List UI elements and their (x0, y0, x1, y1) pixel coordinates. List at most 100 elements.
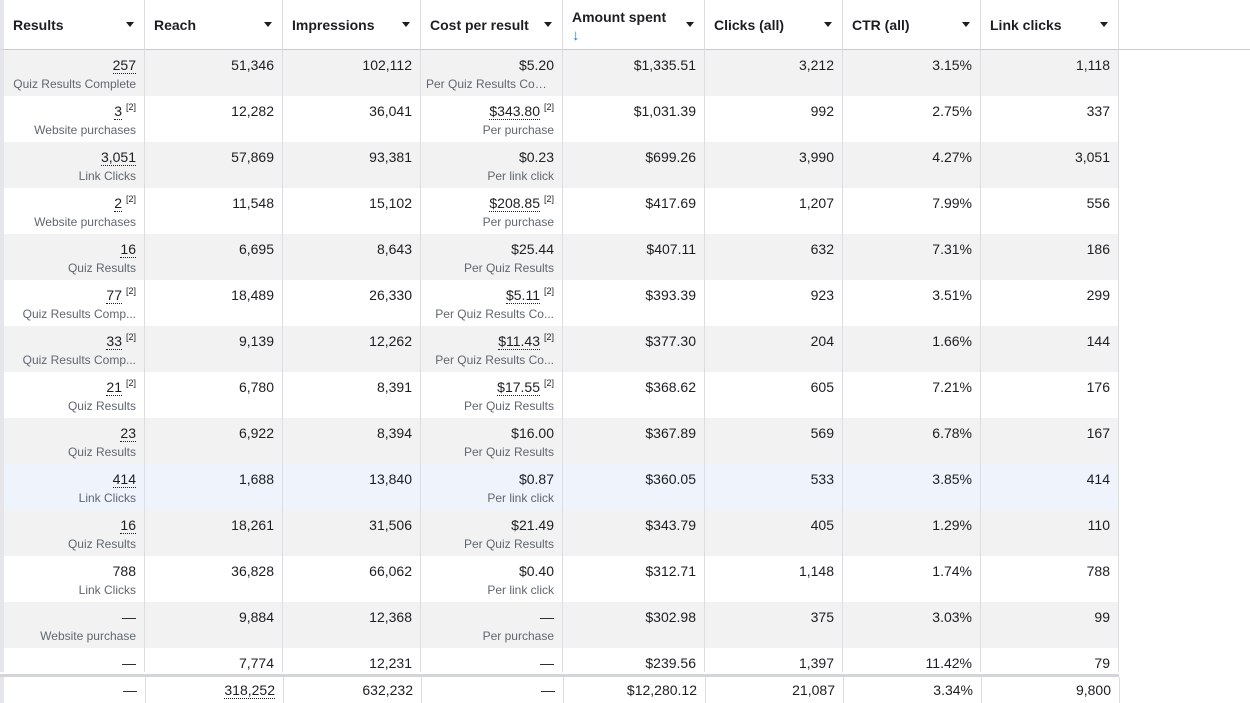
total-ctr-all: 3.34% (933, 682, 973, 698)
chevron-down-icon[interactable] (686, 22, 694, 27)
table-row[interactable]: — 7,774 12,231 — $239.56 1,397 11.42% 79 (0, 648, 1119, 672)
cost-per-result-cell: $343.80 [2] Per purchase (421, 96, 563, 142)
table-row[interactable]: 257 Quiz Results Complete 51,346 102,112 $5.… (0, 50, 1119, 96)
cost-per-result-value[interactable]: $343.80 (489, 103, 540, 120)
results-value[interactable]: 3 (114, 103, 122, 120)
chevron-down-icon[interactable] (264, 22, 272, 27)
results-value[interactable]: 414 (112, 471, 136, 488)
total-reach[interactable]: 318,252 (224, 682, 275, 699)
amount-spent-cell: $407.11 (563, 234, 705, 280)
results-value: 788 (112, 563, 136, 579)
footnote-ref[interactable]: [2] (125, 332, 136, 342)
table-row[interactable]: 77 [2] Quiz Results Comp... 18,489 26,330 $5.… (0, 280, 1119, 326)
cost-per-result-subtext: Per purchase (482, 629, 554, 643)
reach-cell: 36,828 (145, 556, 283, 602)
chevron-down-icon[interactable] (962, 22, 970, 27)
ctr-all-cell: 7.21% (843, 372, 981, 418)
ctr-all-cell: 1.66% (843, 326, 981, 372)
amount-spent-cell: $368.62 (563, 372, 705, 418)
table-row[interactable]: — Website purchase 9,884 12,368 — Per purchas… (0, 602, 1119, 648)
reach-value: 6,695 (238, 241, 274, 257)
footnote-ref[interactable]: [2] (125, 194, 136, 204)
cost-per-result-value[interactable]: $17.55 (497, 379, 540, 396)
cost-per-result-subtext: Per Quiz Results (463, 445, 554, 459)
cost-per-result-value: — (540, 609, 554, 625)
link-clicks-value: 176 (1086, 379, 1110, 395)
results-value[interactable]: 16 (120, 241, 136, 258)
table-row[interactable]: 16 Quiz Results 18,261 31,506 $21.49 Per Quiz… (0, 510, 1119, 556)
results-subtext: Quiz Results (67, 445, 136, 459)
impressions-value: 36,041 (369, 103, 412, 119)
link-clicks-value: 110 (1087, 517, 1110, 533)
cost-per-result-value: $16.00 (511, 425, 554, 441)
table-row[interactable]: 23 Quiz Results 6,922 8,394 $16.00 Per Quiz R… (0, 418, 1119, 464)
chevron-down-icon[interactable] (1100, 22, 1108, 27)
results-value[interactable]: 257 (112, 57, 136, 74)
cost-per-result-cell: $21.49 Per Quiz Results (421, 510, 563, 556)
results-cell: 21 [2] Quiz Results (0, 372, 145, 418)
results-value[interactable]: 33 (106, 333, 122, 350)
column-header-ctr-all[interactable]: CTR (all) (843, 0, 981, 50)
clicks-all-value: 605 (810, 379, 834, 395)
amount-spent-cell: $239.56 (563, 648, 705, 672)
chevron-down-icon[interactable] (126, 22, 134, 27)
cost-per-result-subtext: Per Quiz Results Co... (435, 307, 554, 321)
amount-spent-cell: $312.71 (563, 556, 705, 602)
table-row[interactable]: 16 Quiz Results 6,695 8,643 $25.44 Per Quiz R… (0, 234, 1119, 280)
column-header-impressions[interactable]: Impressions (283, 0, 421, 50)
footnote-ref[interactable]: [2] (543, 378, 554, 388)
impressions-value: 8,643 (376, 241, 412, 257)
footnote-ref[interactable]: [2] (125, 286, 136, 296)
link-clicks-value: 79 (1094, 655, 1110, 671)
footnote-ref[interactable]: [2] (543, 194, 554, 204)
table-row[interactable]: 33 [2] Quiz Results Comp... 9,139 12,262 $11.… (0, 326, 1119, 372)
column-header-clicks-all[interactable]: Clicks (all) (705, 0, 843, 50)
amount-spent-value: $343.79 (645, 517, 696, 533)
reach-value: 9,884 (238, 609, 274, 625)
footnote-ref[interactable]: [2] (125, 102, 136, 112)
clicks-all-value: 1,207 (798, 195, 834, 211)
reach-value: 1,688 (238, 471, 274, 487)
table-body: 257 Quiz Results Complete 51,346 102,112 $5.… (0, 50, 1119, 672)
reach-cell: 11,548 (145, 188, 283, 234)
results-value[interactable]: 77 (106, 287, 122, 304)
results-value[interactable]: 2 (114, 195, 122, 212)
table-row[interactable]: 788 Link Clicks 36,828 66,062 $0.40 Per link … (0, 556, 1119, 602)
clicks-all-cell: 375 (705, 602, 843, 648)
impressions-cell: 26,330 (283, 280, 421, 326)
chevron-down-icon[interactable] (544, 22, 552, 27)
table-row[interactable]: 2 [2] Website purchases 11,548 15,102 $208.85… (0, 188, 1119, 234)
amount-spent-cell: $1,335.51 (563, 50, 705, 96)
cost-per-result-value[interactable]: $208.85 (489, 195, 540, 212)
cost-per-result-value[interactable]: $5.11 (505, 287, 540, 304)
results-subtext: Website purchases (34, 123, 136, 137)
results-grid: Results Reach Impressions Cost per resul… (0, 0, 1119, 672)
impressions-value: 8,394 (376, 425, 412, 441)
clicks-all-cell: 992 (705, 96, 843, 142)
results-value[interactable]: 16 (120, 517, 136, 534)
footnote-ref[interactable]: [2] (125, 378, 136, 388)
column-header-cost-per-result[interactable]: Cost per result (421, 0, 563, 50)
table-row[interactable]: 414 Link Clicks 1,688 13,840 $0.87 Per link c… (0, 464, 1119, 510)
chevron-down-icon[interactable] (824, 22, 832, 27)
table-row[interactable]: 3,051 Link Clicks 57,869 93,381 $0.23 Per lin… (0, 142, 1119, 188)
results-value[interactable]: 21 (106, 379, 122, 396)
clicks-all-value: 3,212 (798, 57, 834, 73)
column-header-link-clicks[interactable]: Link clicks (981, 0, 1119, 50)
results-value[interactable]: 23 (120, 425, 136, 442)
sort-descending-icon[interactable]: ↓ (572, 27, 580, 44)
ctr-all-value: 6.78% (932, 425, 972, 441)
ctr-all-value: 7.99% (932, 195, 972, 211)
footnote-ref[interactable]: [2] (543, 102, 554, 112)
column-header-reach[interactable]: Reach (145, 0, 283, 50)
results-value[interactable]: 3,051 (100, 149, 136, 166)
column-header-amount-spent[interactable]: Amount spent ↓ (563, 0, 705, 50)
column-header-results[interactable]: Results (0, 0, 145, 50)
table-row[interactable]: 21 [2] Quiz Results 6,780 8,391 $17.55 [2] Per … (0, 372, 1119, 418)
cost-per-result-value[interactable]: $11.43 (498, 333, 540, 350)
table-row[interactable]: 3 [2] Website purchases 12,282 36,041 $343.80… (0, 96, 1119, 142)
chevron-down-icon[interactable] (402, 22, 410, 27)
cost-per-result-cell: $17.55 [2] Per Quiz Results (421, 372, 563, 418)
footnote-ref[interactable]: [2] (543, 286, 554, 296)
footnote-ref[interactable]: [2] (543, 332, 554, 342)
